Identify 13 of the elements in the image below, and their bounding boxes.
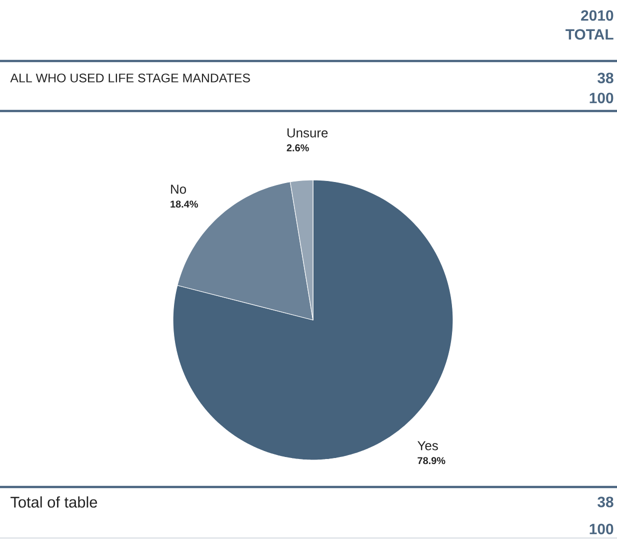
text: 38 [598, 72, 614, 84]
slice-label: Yes [418, 441, 438, 450]
text: 38 [598, 496, 614, 508]
text: ALL WHO USED LIFE STAGE MANDATES [10, 74, 250, 82]
data-label: 78.9% [418, 457, 446, 464]
data-label: 18.4% [170, 200, 198, 208]
text: 100 [590, 524, 614, 534]
data-label: 2.6% [286, 144, 309, 152]
text: 100 [590, 92, 614, 104]
slice-label: Unsure [287, 128, 328, 138]
text: Total of table [10, 496, 98, 508]
text: 2010 TOTAL [566, 10, 614, 40]
slice-label: No [171, 184, 186, 194]
